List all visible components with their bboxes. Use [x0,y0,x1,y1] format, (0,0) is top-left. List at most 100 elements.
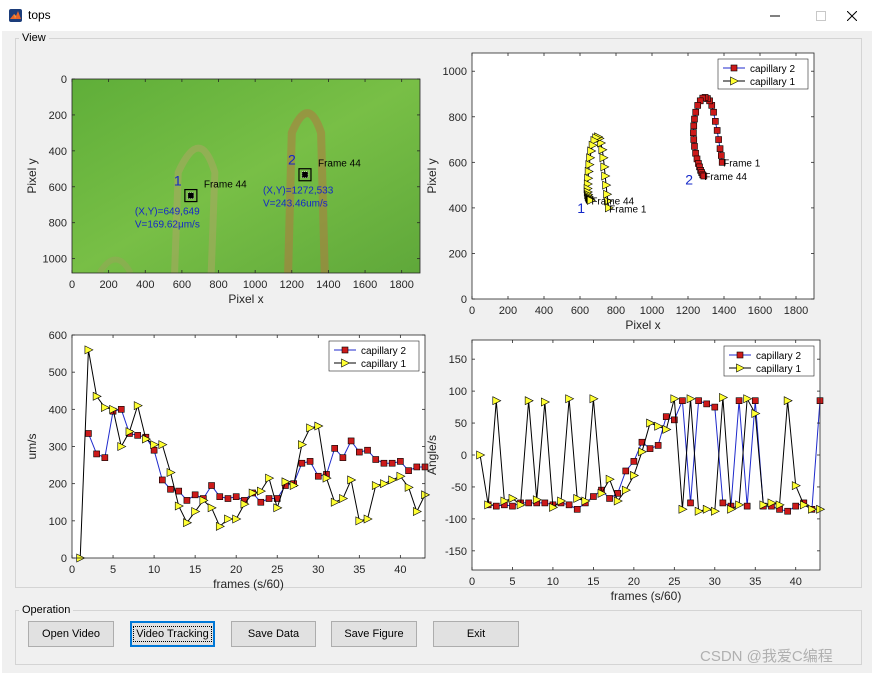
video-ytick-label: 200 [49,110,67,122]
speed-point-capillary-1 [199,495,209,505]
speed-point-capillary-2 [347,437,355,445]
trajectory-legend-marker-capillary-2 [730,64,738,72]
video-capillaries [96,109,329,273]
angle-point-capillary-1 [613,496,623,506]
angle-point-capillary-2 [509,502,516,510]
speed-point-capillary-1 [404,482,414,492]
angle-point-capillary-2 [630,458,638,465]
angle-point-capillary-2 [590,493,597,500]
trajectory-point-capillary-1 [603,189,613,199]
angle-point-capillary-1 [767,498,777,508]
trajectory-point-capillary-2 [690,136,698,143]
speed-point-capillary-2 [134,432,141,439]
speed-point-capillary-1 [240,499,250,509]
angle-point-capillary-2 [565,501,573,509]
trajectory-point-capillary-1 [588,140,598,150]
trajectory-legend-label: capillary 2 [750,64,795,75]
angle-point-capillary-2 [573,506,581,513]
capillary-edge-shadow [96,256,134,273]
trajectory-point-capillary-1 [600,162,610,172]
speed-point-capillary-1 [396,471,406,481]
trajectory-xtick-label: 800 [607,305,625,317]
save-figure-button[interactable]: Save Figure [331,621,417,647]
trajectory-point-capillary-1 [601,171,611,181]
video-tracking-button[interactable]: Video Tracking [130,621,215,647]
angle-legend-label: capillary 2 [756,351,801,362]
speed-point-capillary-1 [224,514,234,524]
speed-point-capillary-1 [421,490,431,500]
angle-point-capillary-2 [711,403,719,411]
speed-point-capillary-1 [207,503,217,513]
speed-ytick-label: 600 [49,330,67,342]
speed-series-capillary-1 [76,345,431,563]
video-track-1: 1 Frame 44 (X,Y)=649,649 V=169.62μm/s [135,173,247,231]
angle-axes-box [471,339,821,571]
speed-point-capillary-1 [388,475,398,485]
speed-point-capillary-1 [314,421,324,431]
matlab-icon [9,9,22,22]
speed-point-capillary-2 [314,472,322,480]
angle-point-capillary-1 [500,496,510,506]
angle-point-capillary-1 [702,504,712,514]
angle-point-capillary-1 [694,506,704,516]
exit-button[interactable]: Exit [433,621,519,647]
speed-axes-box [71,334,426,559]
speed-point-capillary-2 [183,497,191,504]
angle-point-capillary-1 [532,495,542,505]
angle-ytick-label: -50 [451,482,467,494]
speed-point-capillary-2 [364,446,371,454]
speed-point-capillary-2 [265,495,273,502]
capillary-2-shadow [284,109,329,273]
trajectory-legend-marker-capillary-1 [730,76,740,86]
track-id-label: 2 [288,152,296,168]
maximize-button[interactable] [798,0,844,31]
angle-ticks: 0 5 10 15 20 25 30 35 40 -150 -100 -50 0 50 100 150 [445,340,820,588]
angle-point-capillary-2 [743,502,751,510]
angle-ytick-label: -100 [445,514,467,526]
angle-ytick-label: 50 [455,418,467,430]
video-xtick-label: 1000 [243,279,267,291]
speed-point-capillary-1 [84,345,94,355]
trajectory-ytick-label: 200 [449,248,467,260]
trajectory-xlabel: Pixel x [625,318,660,332]
trajectory-ytick-label: 600 [449,157,467,169]
speed-point-capillary-2 [405,467,412,474]
angle-point-capillary-2 [719,499,727,507]
video-ytick-label: 800 [49,218,67,230]
angle-point-capillary-2 [687,499,694,507]
angle-xtick-label: 0 [469,576,475,588]
track-coord-label: (X,Y)=1272,533 [263,186,334,197]
angle-series-capillary-1 [476,393,826,516]
angle-xtick-label: 10 [547,576,559,588]
minimize-button[interactable] [752,0,798,31]
angle-xtick-label: 5 [509,576,515,588]
title-bar: tops [0,0,875,31]
close-button[interactable] [829,0,875,31]
angle-point-capillary-1 [686,394,696,404]
trajectory-point-capillary-2 [690,129,697,137]
speed-xtick-label: 0 [69,564,75,576]
speed-point-capillary-2 [117,406,125,413]
speed-point-capillary-1 [125,427,135,437]
track-box [298,168,312,182]
track-box [184,188,198,203]
trajectory-point-capillary-1 [585,160,595,170]
trajectory-axes-box [471,52,815,300]
open-video-button[interactable]: Open Video [28,621,114,647]
save-data-button[interactable]: Save Data [231,621,316,647]
speed-point-capillary-1 [191,507,201,517]
trajectory-point-capillary-1 [604,203,614,213]
trajectory-point-capillary-2 [712,118,719,125]
trajectory-series-capillary-1 [583,132,614,213]
trajectory-point-capillary-2 [715,136,722,143]
trajectory-ytick-label: 800 [449,112,467,124]
speed-point-capillary-1 [347,475,357,485]
view-panel-label: View [19,32,49,44]
speed-xtick-label: 40 [394,564,406,576]
angle-legend-label: capillary 1 [756,364,801,375]
speed-point-capillary-1 [101,402,111,412]
